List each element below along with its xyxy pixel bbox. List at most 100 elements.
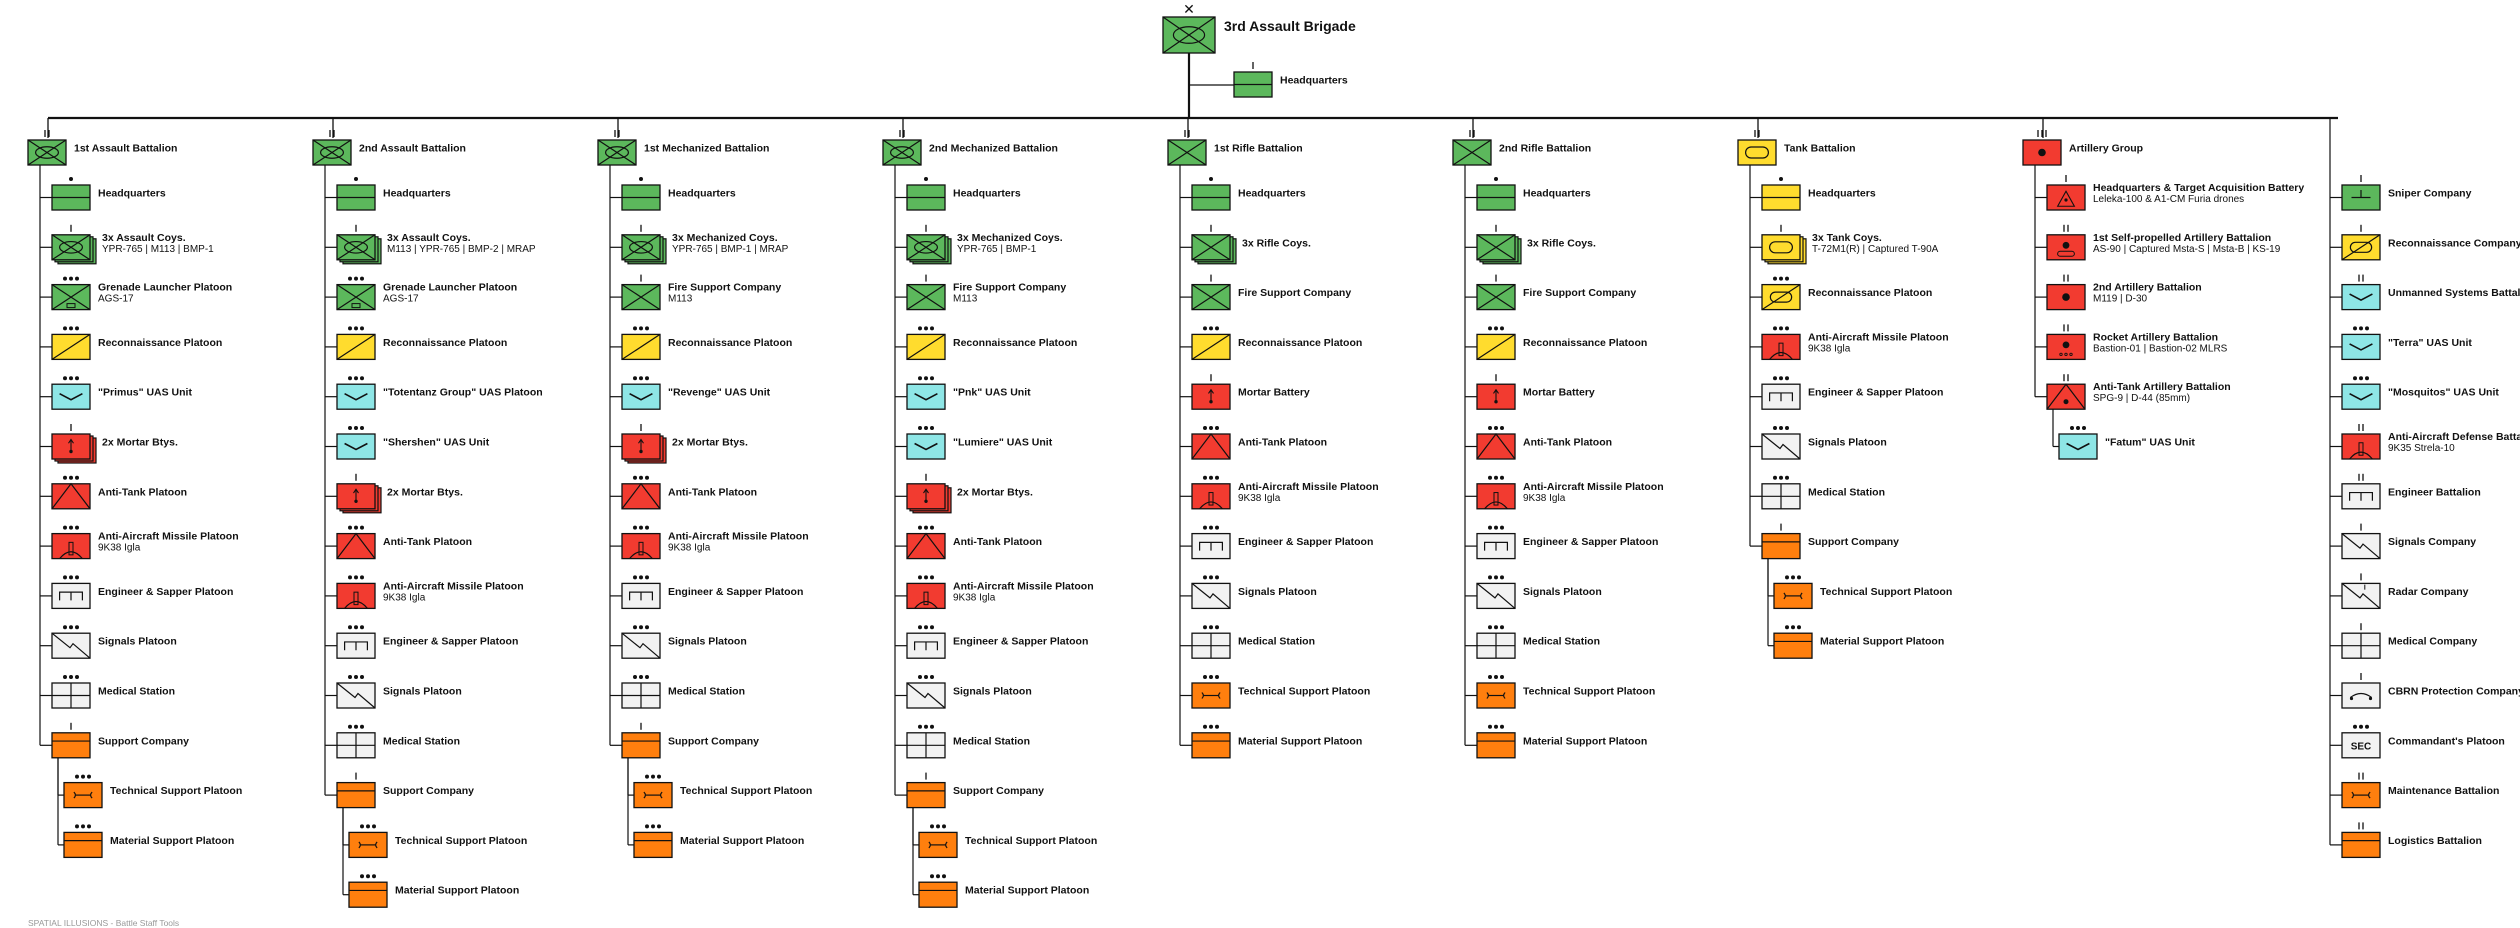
- node-2nd-rifle-battalion-headquarters-0-label: Headquarters: [1523, 188, 1591, 200]
- node-1st-mechanized-battalion-support-company-11: Support Company: [621, 722, 759, 759]
- node-2nd-mechanized-battalion-signals-platoon-10-label: Signals Platoon: [953, 686, 1032, 698]
- node-2nd-rifle-battalion-reconnaissance-platoon-3-label: Reconnaissance Platoon: [1523, 337, 1647, 349]
- node-1st-assault-battalion-primus-uas-unit-4: "Primus" UAS Unit: [51, 376, 192, 410]
- node-1st-mechanized-battalion-fire-support-company-2-equipment: M113: [668, 294, 693, 305]
- node-2nd-mechanized-battalion-anti-aircraft-missile-platoon-8-label: Anti-Aircraft Missile Platoon: [953, 580, 1094, 592]
- node-1st-mechanized-battalion-revenge-uas-unit-4: "Revenge" UAS Unit: [621, 376, 771, 410]
- footer-credit: SPATIAL ILLUSIONS - Battle Staff Tools: [28, 918, 180, 928]
- node-1st-rifle-battalion-medical-station-9: Medical Station: [1191, 625, 1315, 659]
- node-1st-assault-battalion-label: 1st Assault Battalion: [74, 143, 177, 155]
- node-1st-assault-battalion-signals-platoon-9: Signals Platoon: [51, 625, 177, 659]
- node-artillery-group-2nd-artillery-battalion-2-equipment: M119 | D-30: [2093, 294, 2148, 305]
- node-2nd-rifle-battalion-3x-rifle-coys-1-label: 3x Rifle Coys.: [1527, 237, 1596, 249]
- node-1st-assault-battalion-support-company-11-label: Support Company: [98, 735, 189, 747]
- node-1st-mechanized-battalion-reconnaissance-platoon-3-label: Reconnaissance Platoon: [668, 337, 792, 349]
- node-1st-mechanized-battalion-2x-mortar-btys-5-label: 2x Mortar Btys.: [672, 437, 748, 449]
- node-brigade-units-anti-aircraft-defense-battalion-5-label: Anti-Aircraft Defense Battalion: [2388, 431, 2520, 443]
- node-artillery-group-fatum-uas-unit-5: "Fatum" UAS Unit: [2058, 426, 2195, 460]
- node-1st-assault-battalion-medical-station-10: Medical Station: [51, 675, 175, 709]
- node-2nd-assault-battalion-reconnaissance-platoon-3: Reconnaissance Platoon: [336, 326, 507, 361]
- node-1st-assault-battalion-3x-assault-coys-1: 3x Assault Coys.YPR-765 | M113 | BMP-1: [51, 224, 214, 265]
- node-2nd-assault-battalion-medical-station-11: Medical Station: [336, 724, 460, 759]
- node-tank-battalion-3x-tank-coys-1-equipment: T-72M1(R) | Captured T-90A: [1812, 244, 1939, 255]
- node-2nd-mechanized-battalion-3x-mechanized-coys-1-label: 3x Mechanized Coys.: [957, 232, 1063, 244]
- node-2nd-mechanized-battalion-engineer-sapper-platoon-9: Engineer & Sapper Platoon: [906, 625, 1088, 659]
- node-1st-assault-battalion-signals-platoon-9-label: Signals Platoon: [98, 636, 177, 648]
- node-artillery-group-anti-tank-artillery-battalion-4-label: Anti-Tank Artillery Battalion: [2093, 381, 2231, 393]
- node-tank-battalion-technical-support-platoon-8-label: Technical Support Platoon: [1820, 586, 1952, 598]
- node-2nd-assault-battalion-headquarters-0-label: Headquarters: [383, 188, 451, 200]
- node-1st-rifle-battalion-anti-aircraft-missile-platoon-6-label: Anti-Aircraft Missile Platoon: [1238, 481, 1379, 493]
- node-2nd-assault-battalion-technical-support-platoon-13: Technical Support Platoon: [348, 824, 527, 859]
- node-1st-mechanized-battalion-2x-mortar-btys-5: 2x Mortar Btys.: [621, 424, 748, 464]
- node-2nd-rifle-battalion-mortar-battery-4: Mortar Battery: [1476, 374, 1595, 410]
- node-2nd-assault-battalion-anti-aircraft-missile-platoon-8-label: Anti-Aircraft Missile Platoon: [383, 580, 524, 592]
- node-artillery-group-label: Artillery Group: [2069, 143, 2143, 155]
- node-tank-battalion-3x-tank-coys-1-label: 3x Tank Coys.: [1812, 232, 1882, 244]
- node-2nd-assault-battalion-3x-assault-coys-1: 3x Assault Coys.M113 | YPR-765 | BMP-2 |…: [336, 224, 536, 265]
- node-brigade-units-signals-company-7: Signals Company: [2341, 523, 2476, 560]
- node-1st-assault-battalion-reconnaissance-platoon-3: Reconnaissance Platoon: [51, 326, 222, 361]
- node-tank-battalion-engineer-sapper-platoon-4-label: Engineer & Sapper Platoon: [1808, 387, 1943, 399]
- node-1st-mechanized-battalion-material-support-platoon-13: Material Support Platoon: [633, 824, 804, 859]
- node-1st-rifle-battalion-engineer-sapper-platoon-7-label: Engineer & Sapper Platoon: [1238, 536, 1373, 548]
- node-brigade-units-cbrn-protection-company-10: CBRN Protection Company: [2341, 673, 2520, 709]
- node-brigade-units-unmanned-systems-battalion-2: Unmanned Systems Battalion: [2341, 274, 2520, 311]
- node-1st-assault-battalion-technical-support-platoon-12: Technical Support Platoon: [63, 774, 242, 809]
- node-tank-battalion-support-company-7-label: Support Company: [1808, 536, 1899, 548]
- node-2nd-rifle-battalion-engineer-sapper-platoon-7-label: Engineer & Sapper Platoon: [1523, 536, 1658, 548]
- node-artillery-group-headquarters-target-acquisition-battery-0-label: Headquarters & Target Acquisition Batter…: [2093, 182, 2304, 194]
- node-tank-battalion-reconnaissance-platoon-2: Reconnaissance Platoon: [1761, 276, 1932, 311]
- brigade-headquarters: Headquarters: [1233, 62, 1348, 98]
- node-tank-battalion-headquarters-0: Headquarters: [1761, 177, 1876, 211]
- node-1st-mechanized-battalion-headquarters-0: Headquarters: [621, 177, 736, 211]
- node-2nd-assault-battalion-reconnaissance-platoon-3-label: Reconnaissance Platoon: [383, 337, 507, 349]
- node-1st-rifle-battalion-3x-rifle-coys-1-label: 3x Rifle Coys.: [1242, 237, 1311, 249]
- node-brigade-units-reconnaissance-company-1: Reconnaissance Company: [2341, 224, 2520, 261]
- node-1st-rifle-battalion-mortar-battery-4: Mortar Battery: [1191, 374, 1310, 410]
- node-1st-mechanized-battalion-material-support-platoon-13-label: Material Support Platoon: [680, 835, 804, 847]
- node-2nd-rifle-battalion-medical-station-9: Medical Station: [1476, 625, 1600, 659]
- node-1st-rifle-battalion-anti-tank-platoon-5-label: Anti-Tank Platoon: [1238, 437, 1327, 449]
- node-2nd-mechanized-battalion-reconnaissance-platoon-3-label: Reconnaissance Platoon: [953, 337, 1077, 349]
- node-1st-mechanized-battalion-anti-aircraft-missile-platoon-7-equipment: 9K38 Igla: [668, 543, 711, 554]
- node-2nd-assault-battalion-3x-assault-coys-1-label: 3x Assault Coys.: [387, 232, 471, 244]
- node-2nd-mechanized-battalion-pnk-uas-unit-4-label: "Pnk" UAS Unit: [953, 387, 1031, 399]
- node-1st-mechanized-battalion-3x-mechanized-coys-1-equipment: YPR-765 | BMP-1 | MRAP: [672, 244, 789, 255]
- node-artillery-group-1st-self-propelled-artillery-battalion-1: 1st Self-propelled Artillery BattalionAS…: [2046, 224, 2281, 261]
- node-2nd-assault-battalion-material-support-platoon-14-label: Material Support Platoon: [395, 885, 519, 897]
- node-brigade-units-terra-uas-unit-3: "Terra" UAS Unit: [2341, 326, 2472, 361]
- node-1st-rifle-battalion-anti-aircraft-missile-platoon-6-equipment: 9K38 Igla: [1238, 493, 1281, 504]
- node-brigade-units-engineer-battalion-6-label: Engineer Battalion: [2388, 486, 2481, 498]
- node-2nd-rifle-battalion-anti-aircraft-missile-platoon-6-label: Anti-Aircraft Missile Platoon: [1523, 481, 1664, 493]
- node-1st-assault-battalion-support-company-11: Support Company: [51, 722, 189, 759]
- node-2nd-assault-battalion-medical-station-11-label: Medical Station: [383, 735, 460, 747]
- brigade-headquarters-label: Headquarters: [1280, 75, 1348, 87]
- node-brigade-units-mosquitos-uas-unit-4: "Mosquitos" UAS Unit: [2341, 376, 2499, 410]
- node-1st-assault-battalion-anti-tank-platoon-6: Anti-Tank Platoon: [51, 475, 187, 510]
- node-1st-rifle-battalion-headquarters-0-label: Headquarters: [1238, 188, 1306, 200]
- node-2nd-rifle-battalion-technical-support-platoon-10: Technical Support Platoon: [1476, 675, 1655, 709]
- node-2nd-assault-battalion: 2nd Assault Battalion: [312, 130, 466, 166]
- node-1st-assault-battalion-3x-assault-coys-1-label: 3x Assault Coys.: [102, 232, 186, 244]
- node-2nd-mechanized-battalion-anti-tank-platoon-7-label: Anti-Tank Platoon: [953, 536, 1042, 548]
- node-brigade-units-mosquitos-uas-unit-4-label: "Mosquitos" UAS Unit: [2388, 387, 2499, 399]
- node-1st-mechanized-battalion-engineer-sapper-platoon-8-label: Engineer & Sapper Platoon: [668, 586, 803, 598]
- node-artillery-group-fatum-uas-unit-5-label: "Fatum" UAS Unit: [2105, 437, 2195, 449]
- node-2nd-rifle-battalion-anti-aircraft-missile-platoon-6-equipment: 9K38 Igla: [1523, 493, 1566, 504]
- node-2nd-rifle-battalion-engineer-sapper-platoon-7: Engineer & Sapper Platoon: [1476, 525, 1658, 560]
- node-1st-rifle-battalion-reconnaissance-platoon-3-label: Reconnaissance Platoon: [1238, 337, 1362, 349]
- node-2nd-rifle-battalion-label: 2nd Rifle Battalion: [1499, 143, 1591, 155]
- node-artillery-group-headquarters-target-acquisition-battery-0-equipment: Leleka-100 & A1-CM Furia drones: [2093, 194, 2244, 205]
- node-2nd-assault-battalion-material-support-platoon-14: Material Support Platoon: [348, 874, 519, 908]
- node-2nd-mechanized-battalion-anti-aircraft-missile-platoon-8-equipment: 9K38 Igla: [953, 592, 996, 603]
- node-tank-battalion-medical-station-6-label: Medical Station: [1808, 486, 1885, 498]
- node-1st-assault-battalion-engineer-sapper-platoon-8: Engineer & Sapper Platoon: [51, 575, 233, 610]
- node-2nd-rifle-battalion-anti-tank-platoon-5: Anti-Tank Platoon: [1476, 426, 1612, 460]
- node-1st-assault-battalion: 1st Assault Battalion: [27, 130, 177, 166]
- node-artillery-group-headquarters-target-acquisition-battery-0: Headquarters & Target Acquisition Batter…: [2046, 175, 2304, 211]
